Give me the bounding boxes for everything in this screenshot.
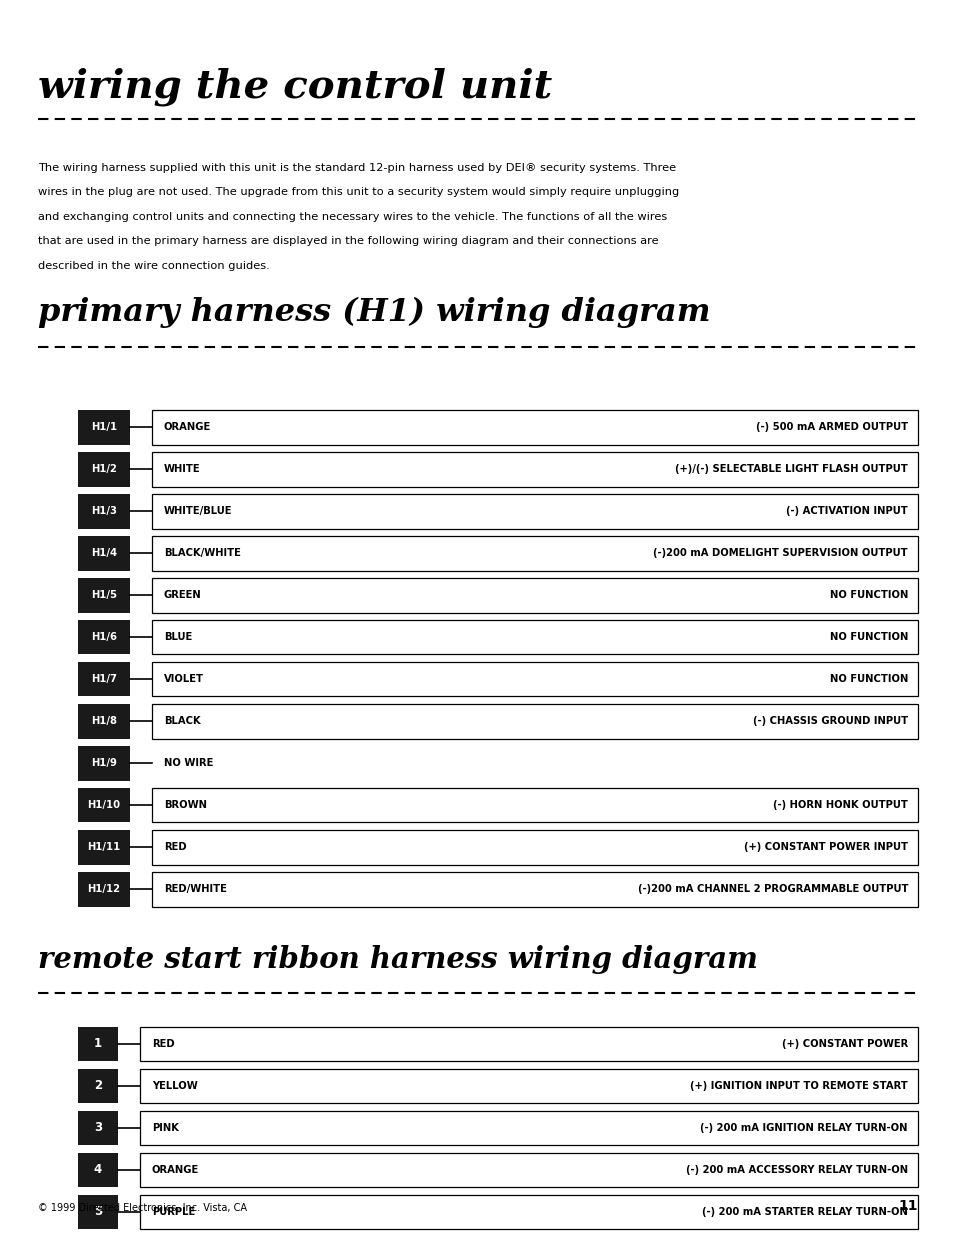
Text: H1/1: H1/1 bbox=[91, 422, 117, 432]
Text: H1/3: H1/3 bbox=[91, 506, 117, 516]
Text: remote start ribbon harness wiring diagram: remote start ribbon harness wiring diagr… bbox=[38, 945, 758, 973]
Text: (+) CONSTANT POWER INPUT: (+) CONSTANT POWER INPUT bbox=[743, 842, 907, 852]
Text: 2: 2 bbox=[93, 1079, 102, 1092]
Text: BLUE: BLUE bbox=[164, 632, 193, 642]
Text: RED: RED bbox=[152, 1039, 174, 1049]
Bar bbox=[152, 494, 917, 529]
Text: wiring the control unit: wiring the control unit bbox=[38, 67, 552, 105]
Text: (+) CONSTANT POWER: (+) CONSTANT POWER bbox=[781, 1039, 907, 1049]
Bar bbox=[78, 620, 130, 655]
Bar bbox=[78, 704, 130, 739]
Text: The wiring harness supplied with this unit is the standard 12-pin harness used b: The wiring harness supplied with this un… bbox=[38, 163, 676, 173]
Bar bbox=[78, 578, 130, 613]
Text: H1/6: H1/6 bbox=[91, 632, 117, 642]
Text: (-) 200 mA ACCESSORY RELAY TURN-ON: (-) 200 mA ACCESSORY RELAY TURN-ON bbox=[685, 1165, 907, 1174]
Text: ORANGE: ORANGE bbox=[152, 1165, 199, 1174]
Bar bbox=[140, 1026, 917, 1061]
Text: 1: 1 bbox=[93, 1037, 102, 1050]
Text: (+)/(-) SELECTABLE LIGHT FLASH OUTPUT: (+)/(-) SELECTABLE LIGHT FLASH OUTPUT bbox=[675, 464, 907, 474]
Bar bbox=[152, 578, 917, 613]
Text: PURPLE: PURPLE bbox=[152, 1207, 195, 1216]
Bar bbox=[152, 410, 917, 445]
Bar bbox=[152, 872, 917, 906]
Text: H1/4: H1/4 bbox=[91, 548, 117, 558]
Text: (-) 200 mA IGNITION RELAY TURN-ON: (-) 200 mA IGNITION RELAY TURN-ON bbox=[700, 1123, 907, 1132]
Text: NO WIRE: NO WIRE bbox=[164, 758, 213, 768]
Bar bbox=[152, 452, 917, 487]
Text: BROWN: BROWN bbox=[164, 800, 207, 810]
Bar bbox=[78, 1152, 118, 1187]
Bar bbox=[140, 1152, 917, 1187]
Text: NO FUNCTION: NO FUNCTION bbox=[829, 590, 907, 600]
Text: H1/8: H1/8 bbox=[91, 716, 117, 726]
Text: H1/10: H1/10 bbox=[88, 800, 120, 810]
Text: GREEN: GREEN bbox=[164, 590, 201, 600]
Bar bbox=[78, 1110, 118, 1145]
Text: (-) 200 mA STARTER RELAY TURN-ON: (-) 200 mA STARTER RELAY TURN-ON bbox=[701, 1207, 907, 1216]
Text: (-) ACTIVATION INPUT: (-) ACTIVATION INPUT bbox=[785, 506, 907, 516]
Bar bbox=[78, 1026, 118, 1061]
Bar bbox=[78, 788, 130, 823]
Bar bbox=[78, 452, 130, 487]
Bar bbox=[78, 1194, 118, 1229]
Text: primary harness (H1) wiring diagram: primary harness (H1) wiring diagram bbox=[38, 296, 710, 329]
Text: © 1999 Directed Electronics, Inc. Vista, CA: © 1999 Directed Electronics, Inc. Vista,… bbox=[38, 1203, 247, 1213]
Bar bbox=[140, 1110, 917, 1145]
Bar bbox=[152, 536, 917, 571]
Text: NO FUNCTION: NO FUNCTION bbox=[829, 632, 907, 642]
Text: 11: 11 bbox=[898, 1199, 917, 1213]
Bar bbox=[152, 788, 917, 823]
Text: ORANGE: ORANGE bbox=[164, 422, 211, 432]
Text: RED/WHITE: RED/WHITE bbox=[164, 884, 227, 894]
Text: BLACK: BLACK bbox=[164, 716, 200, 726]
Text: (-) HORN HONK OUTPUT: (-) HORN HONK OUTPUT bbox=[772, 800, 907, 810]
Text: 3: 3 bbox=[93, 1121, 102, 1134]
Bar bbox=[78, 494, 130, 529]
Text: H1/7: H1/7 bbox=[91, 674, 117, 684]
Bar bbox=[152, 830, 917, 864]
Bar bbox=[152, 704, 917, 739]
Bar bbox=[152, 620, 917, 655]
Text: 5: 5 bbox=[93, 1205, 102, 1218]
Bar bbox=[78, 872, 130, 906]
Text: H1/9: H1/9 bbox=[91, 758, 117, 768]
Text: described in the wire connection guides.: described in the wire connection guides. bbox=[38, 261, 270, 270]
Text: H1/5: H1/5 bbox=[91, 590, 117, 600]
Text: BLACK/WHITE: BLACK/WHITE bbox=[164, 548, 240, 558]
Text: and exchanging control units and connecting the necessary wires to the vehicle. : and exchanging control units and connect… bbox=[38, 212, 666, 222]
Bar bbox=[78, 1068, 118, 1103]
Text: (-) 500 mA ARMED OUTPUT: (-) 500 mA ARMED OUTPUT bbox=[755, 422, 907, 432]
Bar bbox=[140, 1068, 917, 1103]
Text: (+) IGNITION INPUT TO REMOTE START: (+) IGNITION INPUT TO REMOTE START bbox=[690, 1081, 907, 1091]
Text: VIOLET: VIOLET bbox=[164, 674, 204, 684]
Text: 4: 4 bbox=[93, 1163, 102, 1176]
Text: that are used in the primary harness are displayed in the following wiring diagr: that are used in the primary harness are… bbox=[38, 236, 658, 247]
Text: WHITE: WHITE bbox=[164, 464, 200, 474]
Bar bbox=[78, 662, 130, 697]
Text: (-)200 mA CHANNEL 2 PROGRAMMABLE OUTPUT: (-)200 mA CHANNEL 2 PROGRAMMABLE OUTPUT bbox=[637, 884, 907, 894]
Text: YELLOW: YELLOW bbox=[152, 1081, 197, 1091]
Text: H1/12: H1/12 bbox=[88, 884, 120, 894]
Text: (-)200 mA DOMELIGHT SUPERVISION OUTPUT: (-)200 mA DOMELIGHT SUPERVISION OUTPUT bbox=[653, 548, 907, 558]
Text: WHITE/BLUE: WHITE/BLUE bbox=[164, 506, 233, 516]
Text: H1/2: H1/2 bbox=[91, 464, 117, 474]
Text: H1/11: H1/11 bbox=[88, 842, 120, 852]
Bar bbox=[140, 1194, 917, 1229]
Text: RED: RED bbox=[164, 842, 187, 852]
Bar bbox=[78, 410, 130, 445]
Text: PINK: PINK bbox=[152, 1123, 179, 1132]
Text: wires in the plug are not used. The upgrade from this unit to a security system : wires in the plug are not used. The upgr… bbox=[38, 188, 679, 198]
Bar bbox=[78, 536, 130, 571]
Bar bbox=[78, 746, 130, 781]
Bar bbox=[78, 830, 130, 864]
Bar bbox=[152, 662, 917, 697]
Text: (-) CHASSIS GROUND INPUT: (-) CHASSIS GROUND INPUT bbox=[752, 716, 907, 726]
Text: NO FUNCTION: NO FUNCTION bbox=[829, 674, 907, 684]
